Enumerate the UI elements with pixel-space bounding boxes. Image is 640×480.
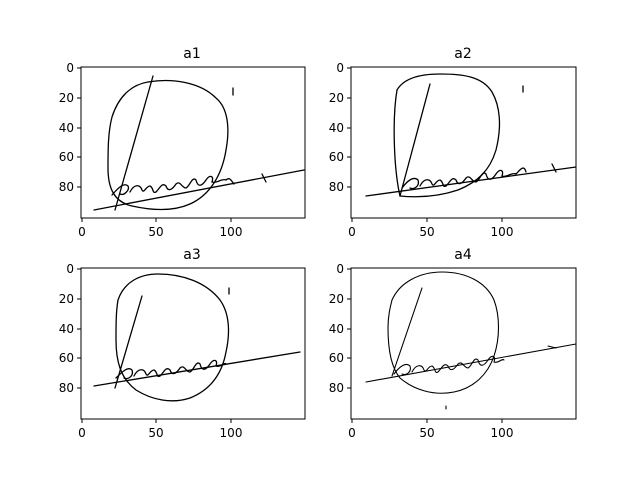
x-tick-label: 50 [148,225,163,239]
subplot-title: a3 [183,247,201,263]
y-tick-label: 80 [329,180,344,194]
y-axis: 0 20 40 60 80 [329,262,351,395]
subplot-title: a1 [183,46,201,62]
x-tick-label: 50 [419,426,434,440]
signature-image [365,271,576,410]
x-axis: 0 50 100 [348,218,513,239]
y-tick-label: 40 [59,322,74,336]
x-tick-label: 0 [78,426,86,440]
y-axis: 0 20 40 60 80 [329,61,351,194]
y-tick-label: 80 [59,180,74,194]
y-tick-label: 80 [59,381,74,395]
y-tick-label: 60 [59,351,74,365]
y-tick-label: 40 [59,121,74,135]
y-tick-label: 40 [329,322,344,336]
signature-image [365,73,576,198]
y-axis: 0 20 40 60 80 [59,61,81,194]
x-axis: 0 50 100 [78,218,242,239]
plot-frame [80,267,306,420]
y-tick-label: 0 [336,262,344,276]
x-tick-label: 50 [419,225,434,239]
x-tick-label: 50 [148,426,163,440]
subplot-title: a2 [454,46,472,62]
x-tick-label: 100 [220,225,243,239]
y-tick-label: 0 [336,61,344,75]
x-tick-label: 0 [348,426,356,440]
plot-frame [80,66,306,219]
plot-frame [350,267,577,420]
y-tick-label: 20 [329,91,344,105]
x-tick-label: 100 [491,225,514,239]
y-tick-label: 0 [66,262,74,276]
x-tick-label: 0 [348,225,356,239]
subplot-a3: a3 0 50 100 [59,247,306,440]
x-tick-label: 0 [78,225,86,239]
x-axis: 0 50 100 [78,419,242,440]
subplot-a4: a4 0 50 100 [329,247,577,440]
y-tick-label: 60 [329,351,344,365]
y-tick-label: 20 [329,292,344,306]
y-axis: 0 20 40 60 80 [59,262,81,395]
y-tick-label: 20 [59,292,74,306]
plot-frame [350,66,577,219]
subplot-a2: a2 0 50 100 [329,46,577,239]
x-tick-label: 100 [491,426,514,440]
signature-image [93,75,305,211]
y-tick-label: 60 [59,150,74,164]
y-tick-label: 60 [329,150,344,164]
x-tick-label: 100 [220,426,243,440]
y-tick-label: 40 [329,121,344,135]
y-tick-label: 0 [66,61,74,75]
x-axis: 0 50 100 [348,419,513,440]
subplot-title: a4 [454,247,472,263]
subplot-a1: a1 0 50 100 [59,46,306,239]
y-tick-label: 80 [329,381,344,395]
y-tick-label: 20 [59,91,74,105]
signature-image [93,273,301,402]
